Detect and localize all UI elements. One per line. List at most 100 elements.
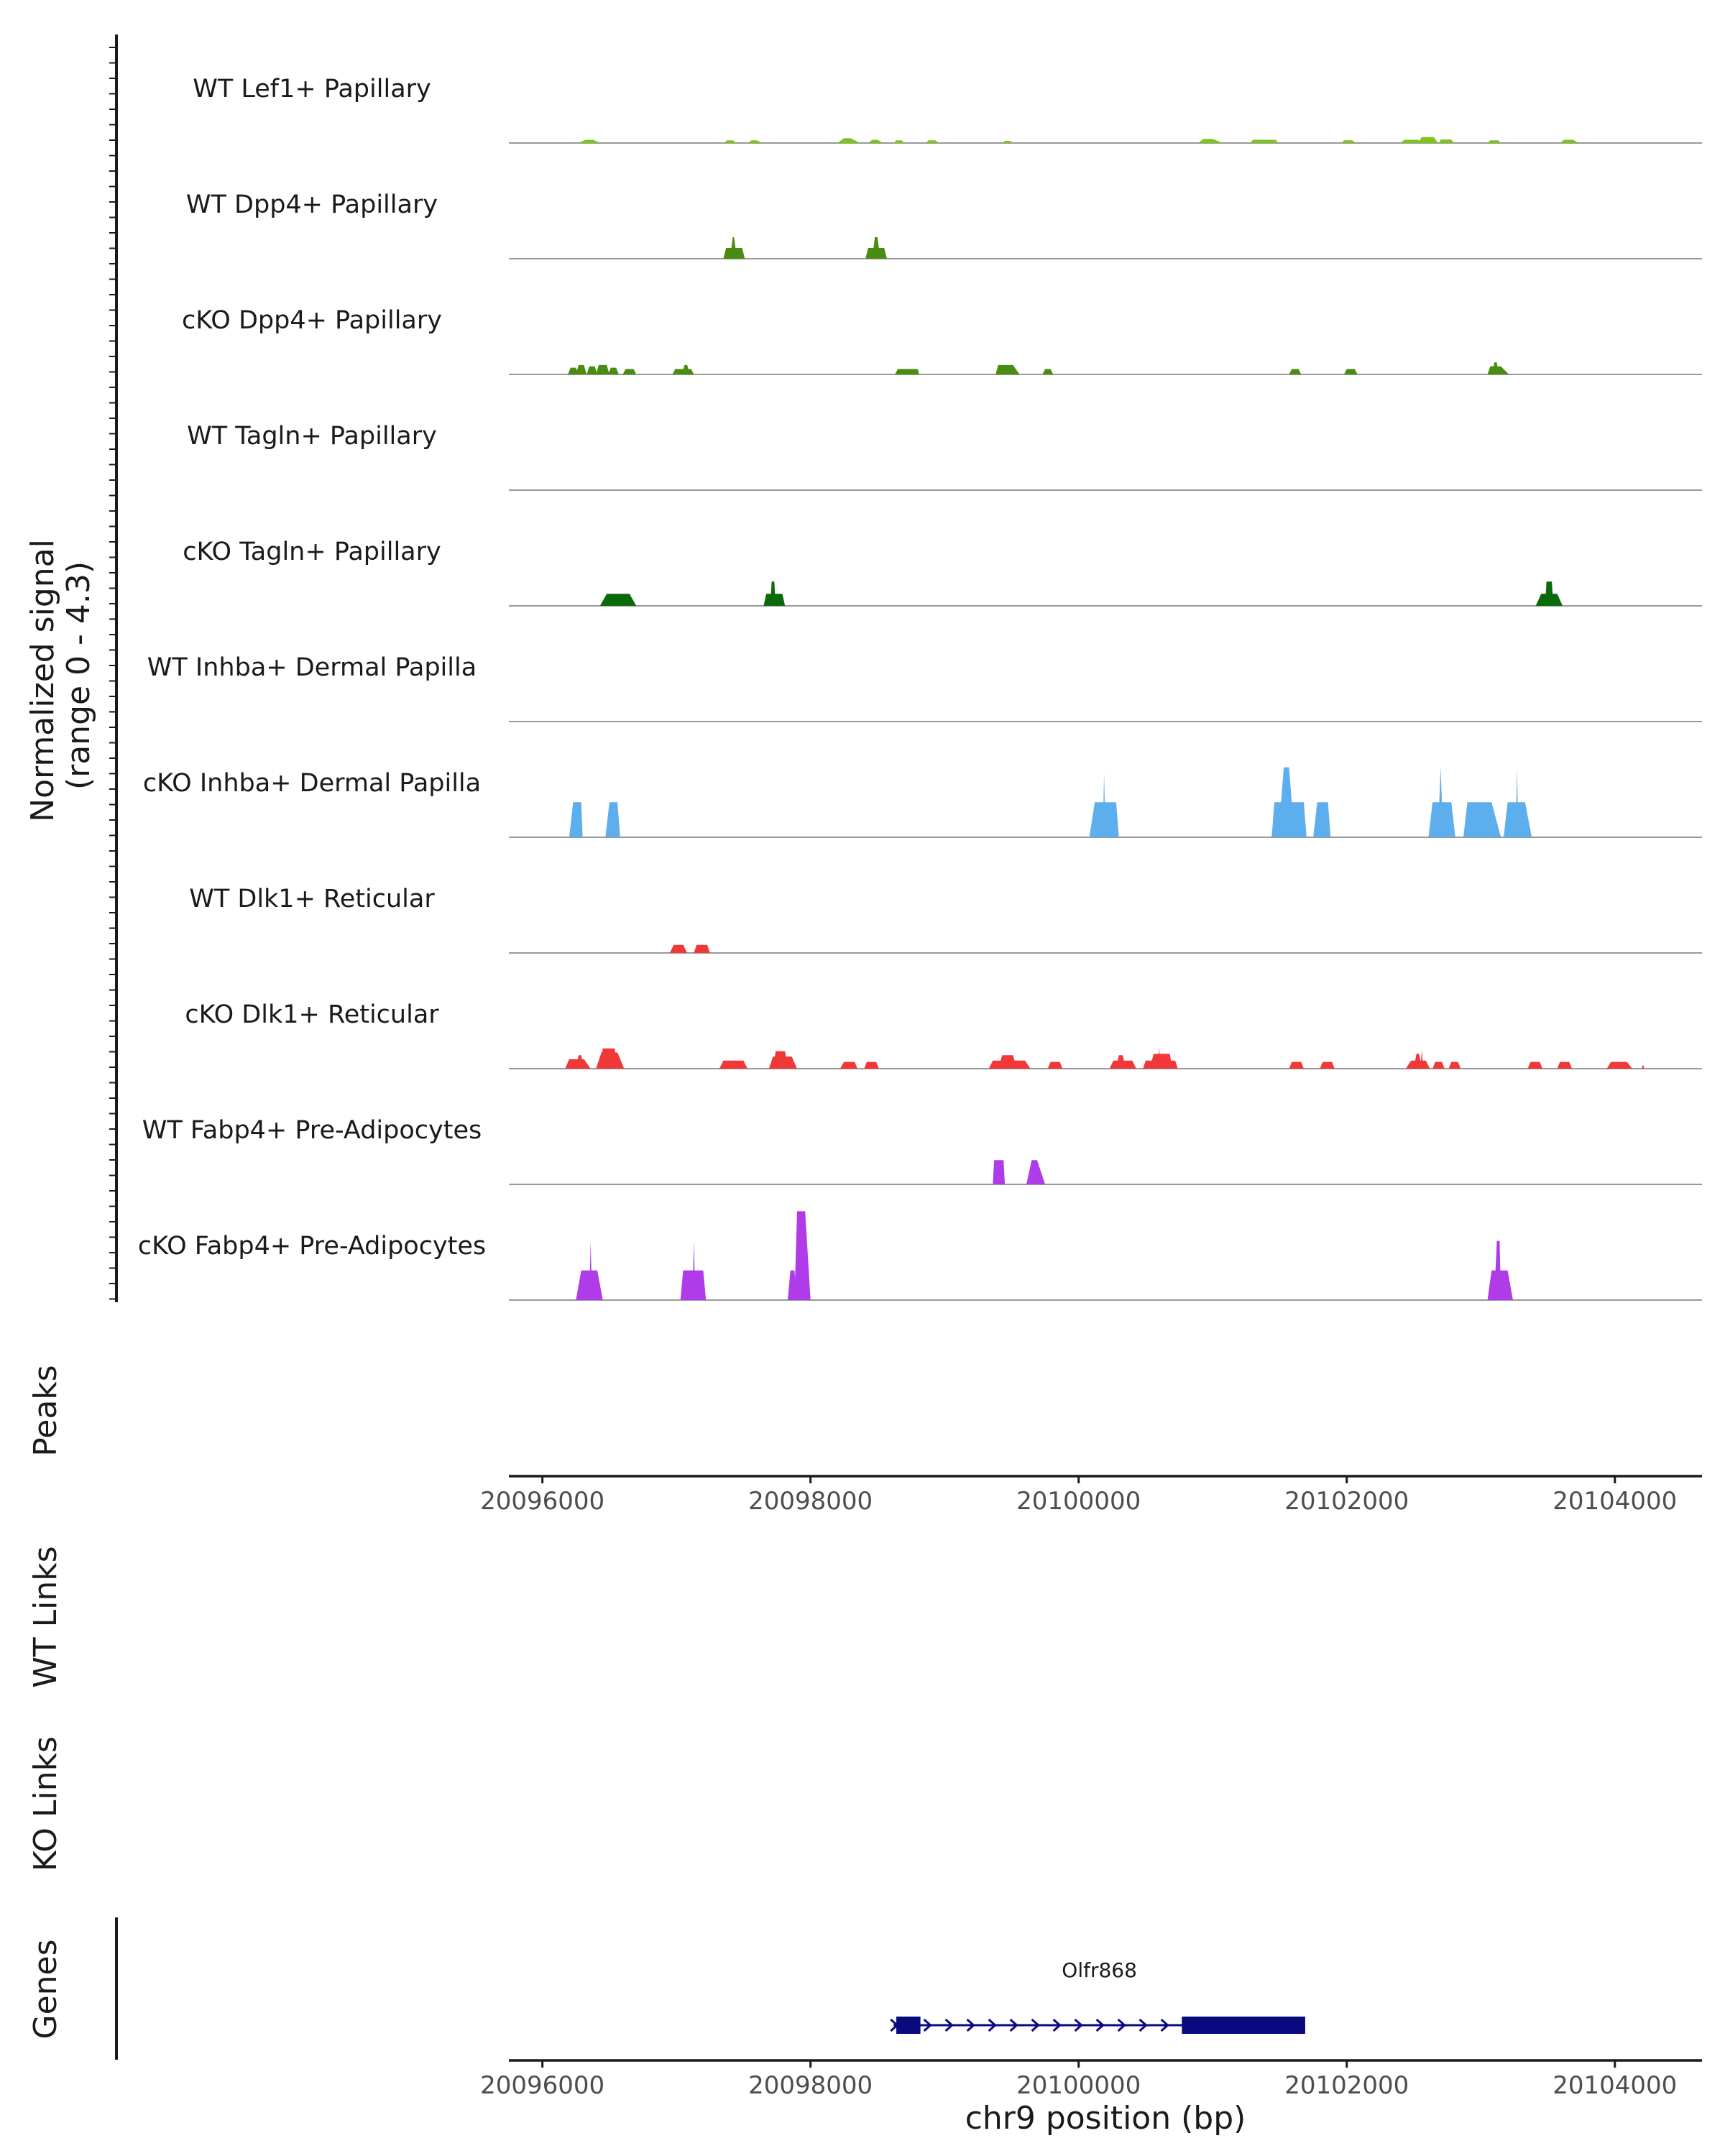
- coverage-tracks: WT Lef1+ Papillary WT Dpp4+ Papillary cKO …: [138, 75, 1702, 1301]
- signal-peak: [998, 1055, 1017, 1069]
- peaks-track: Peaks: [27, 1365, 64, 1456]
- signal-peak: [893, 140, 905, 143]
- strand-arrow: [1009, 2018, 1018, 2032]
- signal-peak: [864, 1061, 879, 1069]
- signal-peak: [773, 1051, 788, 1069]
- strand-arrow: [923, 2018, 932, 2032]
- x-axis-title: chr9 position (bp): [965, 2100, 1246, 2137]
- signal-peak: [1417, 137, 1438, 143]
- signal-peak: [599, 594, 637, 606]
- x-axis-bottom-ticks: 20096000 20098000 20100000 20102000 20104000: [480, 2060, 1677, 2100]
- signal-peak: [868, 139, 883, 143]
- strand-arrow: [1074, 2018, 1083, 2032]
- signal-peak: [837, 138, 860, 143]
- signal-peak: [1289, 1061, 1304, 1069]
- track-label: cKO Inhba+ Dermal Papilla: [143, 769, 481, 798]
- signal-peak: [1493, 362, 1499, 374]
- signal-peak: [1487, 366, 1509, 374]
- x-axis-bottom: 20096000 20098000 20100000 20102000 20104000…: [480, 2059, 1702, 2137]
- signal-peak: [576, 1055, 584, 1069]
- signal-peak: [895, 369, 919, 374]
- signal-peak: [1420, 1049, 1423, 1069]
- x-tick-label: 20098000: [748, 2071, 873, 2100]
- signal-axis-ticks: [109, 47, 116, 1300]
- signal-peak: [681, 364, 690, 374]
- signal-axis-title-line2: (range 0 - 4.3): [60, 561, 97, 790]
- signal-peak: [1515, 767, 1519, 837]
- strand-arrow: [1117, 2018, 1126, 2032]
- coverage-track: cKO Tagln+ Papillary: [183, 538, 1702, 607]
- signal-peak: [569, 802, 583, 837]
- signal-axis-title: Normalized signal (range 0 - 4.3): [24, 529, 97, 822]
- signal-peak: [1103, 773, 1105, 837]
- signal-peak: [794, 1211, 811, 1300]
- strand-arrow: [1095, 2018, 1105, 2032]
- signal-peak: [730, 237, 737, 259]
- coverage-track: WT Dlk1+ Reticular: [189, 885, 1702, 954]
- track-label: WT Fabp4+ Pre-Adipocytes: [142, 1116, 482, 1145]
- coverage-track: WT Inhba+ Dermal Papilla: [147, 653, 1702, 722]
- signal-peak: [694, 944, 710, 953]
- signal-peak: [1400, 139, 1423, 143]
- coverage-track: WT Dpp4+ Papillary: [186, 190, 1702, 259]
- signal-peak: [1414, 1054, 1422, 1069]
- x-axis-top-ticks: 20096000 20098000 20100000 20102000 20104000: [480, 1476, 1677, 1516]
- signal-peak: [1042, 369, 1054, 374]
- signal-peak: [568, 367, 579, 374]
- signal-peak: [1002, 141, 1013, 143]
- signal-peak: [770, 581, 776, 606]
- signal-peak: [1494, 1240, 1501, 1300]
- signal-peak: [1557, 1061, 1573, 1069]
- signal-peak: [1250, 139, 1279, 143]
- signal-peak: [719, 1060, 748, 1069]
- track-label: WT Dlk1+ Reticular: [189, 885, 435, 913]
- gene-model: Olfr868: [890, 1958, 1305, 2034]
- strand-arrow: [988, 2018, 997, 2032]
- signal-peak: [596, 364, 610, 374]
- signal-peak: [1487, 140, 1501, 143]
- signal-peak: [1197, 139, 1224, 143]
- signal-peak: [1320, 1061, 1335, 1069]
- signal-peak: [1278, 767, 1294, 837]
- signal-peak: [589, 1240, 592, 1300]
- signal-peak: [599, 1048, 618, 1069]
- strand-arrow: [966, 2018, 975, 2032]
- strand-arrow: [1160, 2018, 1169, 2032]
- signal-peak: [605, 802, 620, 837]
- signal-peak: [1560, 139, 1579, 143]
- genes-track: Genes Olfr868: [27, 1917, 1305, 2060]
- x-tick-label: 20100000: [1016, 2071, 1141, 2100]
- x-tick-label: 20104000: [1552, 1487, 1677, 1516]
- coverage-track: cKO Dlk1+ Reticular: [185, 1000, 1702, 1069]
- signal-peak: [1313, 802, 1331, 837]
- signal-peak: [1047, 1061, 1063, 1069]
- signal-peak: [1642, 1064, 1644, 1069]
- signal-peak: [608, 367, 619, 374]
- gene-models: Olfr868: [890, 1958, 1305, 2034]
- signal-peak: [1026, 1160, 1046, 1184]
- signal-peak: [723, 140, 737, 143]
- signal-peak: [1439, 139, 1454, 143]
- signal-peak: [995, 364, 1020, 374]
- x-tick-label: 20096000: [480, 1487, 604, 1516]
- strand-arrow: [1052, 2018, 1062, 2032]
- coverage-track: WT Tagln+ Papillary: [187, 422, 1702, 491]
- signal-peak: [1527, 1061, 1542, 1069]
- signal-peak: [1289, 369, 1302, 374]
- wt-links-track-label: WT Links: [27, 1546, 64, 1687]
- signal-peak: [1545, 581, 1553, 606]
- signal-peak: [748, 140, 763, 143]
- ko-links-track: KO Links: [27, 1736, 64, 1871]
- x-tick-label: 20096000: [480, 2071, 604, 2100]
- signal-axis: Normalized signal (range 0 - 4.3): [24, 34, 118, 1302]
- x-tick-label: 20098000: [748, 1487, 873, 1516]
- signal-peak: [1344, 369, 1358, 374]
- signal-peak: [576, 364, 587, 374]
- track-label: cKO Tagln+ Papillary: [183, 538, 441, 566]
- x-tick-label: 20104000: [1552, 2071, 1677, 2100]
- signal-peak: [1448, 1061, 1461, 1069]
- x-tick-label: 20102000: [1284, 1487, 1409, 1516]
- x-axis-top: 20096000 20098000 20100000 20102000 20104000: [480, 1475, 1702, 1516]
- signal-peak: [1116, 1055, 1126, 1069]
